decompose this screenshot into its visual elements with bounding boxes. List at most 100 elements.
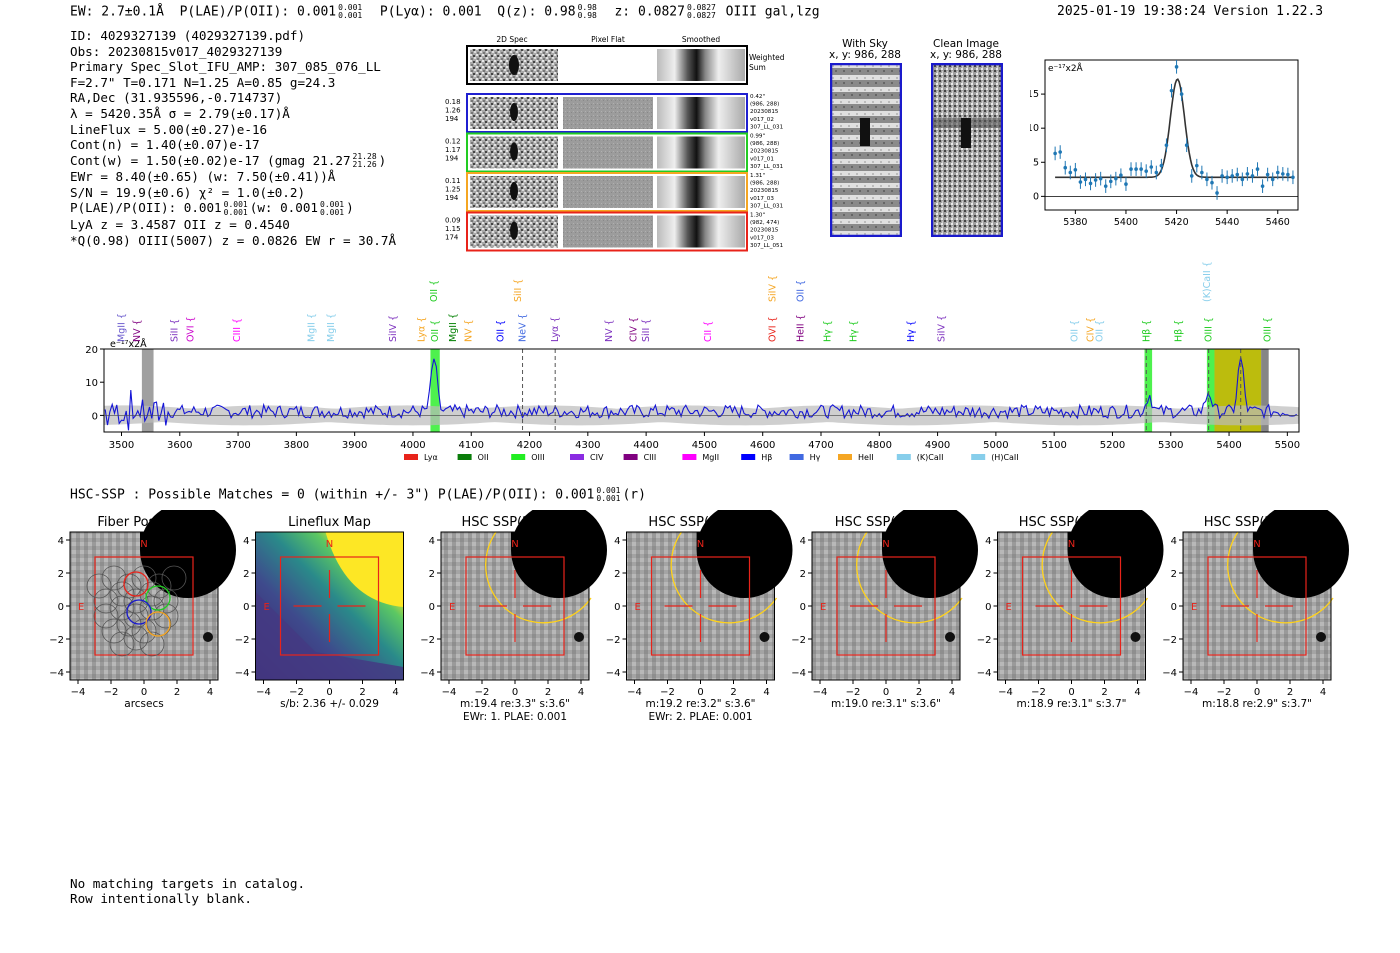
zoom-ytick-label-1: 5 — [1033, 157, 1039, 168]
legend-swatch-7 — [789, 454, 804, 460]
hsc-ytick-4-4: −4 — [791, 668, 806, 679]
info-lambda: λ = 5420.35Å σ = 2.79(±0.17)Å — [70, 105, 290, 121]
hsc-search-box-5 — [1021, 556, 1122, 656]
plae-text: P(LAE)/P(OII): 0.001 — [70, 200, 222, 216]
qz-summary: Q(z): 0.98 — [497, 4, 576, 20]
hsc-caption2-3: EWr: 2. PLAE: 0.001 — [648, 711, 752, 723]
spec-xtick-label-19: 5400 — [1216, 440, 1241, 451]
zoom-ytick-label-3: 15 — [1030, 89, 1039, 100]
hsc-ytick-2-1: 2 — [429, 569, 435, 580]
hsc-xtick-3-2: 0 — [697, 687, 703, 698]
spec2d-row-3-right-0: 1.30" — [750, 213, 765, 219]
spec2d-row-2-right-4: 307_LL_031 — [750, 203, 784, 209]
spec2d-row-1-right-4: 307_LL_031 — [750, 164, 784, 170]
spec-line-label-24: OII { — [796, 280, 807, 302]
zoom-point-33 — [1220, 174, 1224, 178]
info-cont-n: Cont(n) = 1.40(±0.07)e-17 — [70, 137, 260, 153]
spec-xtick-label-0: 3500 — [109, 440, 134, 451]
hsc-ytick-0-4: −4 — [49, 668, 64, 679]
zoom-point-21 — [1159, 163, 1164, 168]
spec-ytick-label-1: 10 — [85, 378, 98, 389]
hsc-xtick-6-2: 0 — [1254, 687, 1260, 698]
plae-summary: P(LAE)/P(OII): 0.001 — [179, 4, 337, 20]
hsc-ytick-2-2: 0 — [429, 602, 435, 613]
info-best-z: *Q(0.98) OIII(5007) z = 0.0826 EW r = 30… — [70, 232, 397, 248]
spec-line-label-13: OII { — [495, 320, 506, 342]
hsc-xtick-6-0: −4 — [1184, 687, 1199, 698]
hsc-ytick-5-4: −4 — [977, 668, 992, 679]
hsc-xtick-5-3: 2 — [1101, 687, 1107, 698]
hsc-summary-text: HSC-SSP : Possible Matches = 0 (within +… — [70, 487, 595, 503]
line-fit-chart: e⁻¹⁷x2Å 5380 5400 5420 5440 5460 0 5 10 15 — [1030, 59, 1299, 228]
hsc-north-label-6: N — [1253, 539, 1260, 550]
zoom-point-0 — [1053, 151, 1057, 156]
hsc-caption-4: m:19.0 re:3.1" s:3.6" — [831, 698, 941, 710]
hsc-xtick-0-1: −2 — [104, 687, 119, 698]
zoom-point-29 — [1200, 170, 1204, 175]
spec-line-label-15: SiII { — [513, 279, 524, 302]
spec-ytick-label-2: 20 — [85, 345, 98, 356]
spec-xtick-label-5: 4000 — [400, 440, 425, 451]
zoom-point-39 — [1250, 174, 1255, 178]
hsc-xtick-5-2: 0 — [1068, 687, 1074, 698]
hsc-xtick-2-0: −4 — [442, 687, 457, 698]
spec2d-row-0-right-4: 307_LL_031 — [750, 124, 784, 130]
legend-label-1: OII — [478, 453, 489, 462]
spec-line-label-10: OII { — [430, 320, 441, 342]
hsc-north-label-4: N — [882, 539, 889, 550]
hsc-xtick-0-4: 4 — [207, 687, 213, 698]
hsc-caption-2: m:19.4 re:3.3" s:3.6" — [460, 698, 570, 710]
hsc-xtick-4-0: −4 — [813, 687, 828, 698]
zoom-point-17 — [1139, 167, 1143, 171]
zoom-xtick-label-3: 5440 — [1215, 217, 1239, 228]
spec2d-row-0-right-3: v017_02 — [750, 117, 774, 123]
zoom-point-22 — [1164, 143, 1169, 148]
spec-line-label-23: HeII { — [796, 314, 807, 342]
hsc-xtick-2-3: 2 — [545, 687, 551, 698]
zoom-point-13 — [1119, 173, 1123, 178]
qz-upper: 0.98 — [577, 3, 597, 12]
weighted-sum-label-1: Weighted — [749, 53, 785, 62]
spec2d-row-1-right-1: (986, 288) — [750, 141, 779, 147]
hsc-xtick-4-1: −2 — [846, 687, 861, 698]
hsc-east-label-2: E — [449, 602, 455, 613]
zoom-point-6 — [1083, 177, 1088, 182]
legend-swatch-4 — [623, 454, 638, 460]
spec-region-2 — [1144, 349, 1153, 432]
spec-line-label-7: SiIV { — [388, 315, 399, 342]
hsc-east-label-6: E — [1191, 602, 1197, 613]
plae-w-up: 0.001 — [320, 199, 345, 209]
hsc-xtick-0-0: −4 — [71, 687, 86, 698]
spec2d-row-2-right-0: 1.31" — [750, 173, 765, 179]
spec2d-col-title-2: Smoothed — [682, 35, 721, 44]
hsc-ytick-5-2: 0 — [985, 602, 991, 613]
spec-xtick-label-12: 4700 — [808, 440, 833, 451]
spec-xtick-label-18: 5300 — [1158, 440, 1183, 451]
zoom-point-11 — [1108, 179, 1113, 184]
spec-line-label-31: OII { — [1095, 320, 1106, 342]
zoom-point-36 — [1235, 172, 1240, 177]
legend-label-8: HeII — [858, 453, 874, 462]
with-sky-cutout — [830, 63, 902, 237]
hsc-ytick-0-1: 2 — [58, 569, 64, 580]
legend-swatch-3 — [570, 454, 584, 460]
hsc-band: (r) — [622, 487, 646, 503]
hsc-ytick-5-1: 2 — [985, 569, 991, 580]
hsc-ytick-1-4: −4 — [235, 668, 250, 679]
hsc-ytick-1-2: 0 — [243, 602, 249, 613]
spec2d-row-0-right-1: (986, 288) — [750, 102, 779, 108]
zoom-point-32 — [1215, 191, 1219, 195]
spec-line-label-25: Hγ { — [822, 320, 833, 342]
zoom-point-31 — [1210, 180, 1214, 185]
hsc-summary: HSC-SSP : Possible Matches = 0 (within +… — [70, 487, 646, 503]
info-primary: Primary Spec_Slot_IFU_AMP: 307_085_076_L… — [70, 59, 381, 75]
hsc-ytick-4-1: 2 — [800, 569, 806, 580]
hsc-east-label-0: E — [78, 602, 84, 613]
spec-xtick-label-4: 3900 — [342, 440, 367, 451]
spec2d-row-1-left-1: 1.17 — [445, 146, 461, 154]
hsc-caption2-2: EWr: 1. PLAE: 0.001 — [463, 711, 567, 723]
hsc-ytick-1-0: 4 — [243, 536, 249, 547]
legend-label-2: OIII — [531, 453, 544, 462]
